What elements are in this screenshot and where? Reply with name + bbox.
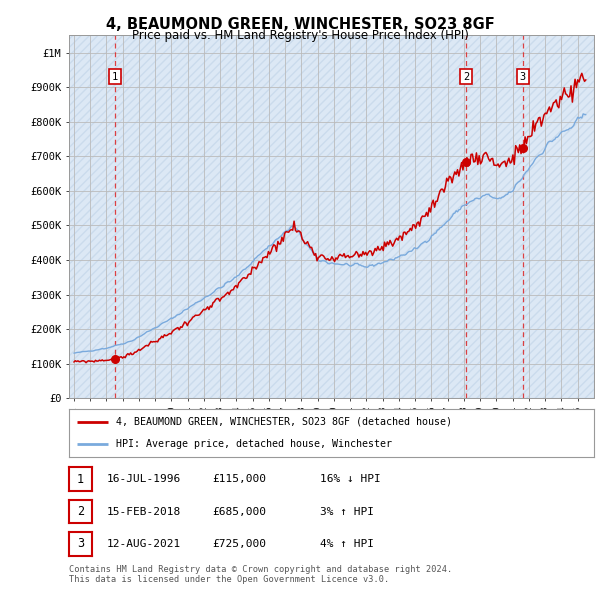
- Text: £725,000: £725,000: [212, 539, 266, 549]
- Text: Price paid vs. HM Land Registry's House Price Index (HPI): Price paid vs. HM Land Registry's House …: [131, 30, 469, 42]
- Text: 16% ↓ HPI: 16% ↓ HPI: [320, 474, 380, 484]
- Text: £685,000: £685,000: [212, 507, 266, 516]
- Text: 4, BEAUMOND GREEN, WINCHESTER, SO23 8GF (detached house): 4, BEAUMOND GREEN, WINCHESTER, SO23 8GF …: [116, 417, 452, 427]
- Text: 12-AUG-2021: 12-AUG-2021: [107, 539, 181, 549]
- Text: 3% ↑ HPI: 3% ↑ HPI: [320, 507, 374, 516]
- Text: 1: 1: [112, 72, 118, 82]
- Text: 4, BEAUMOND GREEN, WINCHESTER, SO23 8GF: 4, BEAUMOND GREEN, WINCHESTER, SO23 8GF: [106, 17, 494, 31]
- Text: HPI: Average price, detached house, Winchester: HPI: Average price, detached house, Winc…: [116, 439, 392, 449]
- Text: Contains HM Land Registry data © Crown copyright and database right 2024.
This d: Contains HM Land Registry data © Crown c…: [69, 565, 452, 584]
- Text: 4% ↑ HPI: 4% ↑ HPI: [320, 539, 374, 549]
- Text: 1: 1: [77, 473, 84, 486]
- Text: 3: 3: [77, 537, 84, 550]
- Text: 2: 2: [77, 505, 84, 518]
- Text: 3: 3: [520, 72, 526, 82]
- Text: 16-JUL-1996: 16-JUL-1996: [107, 474, 181, 484]
- Text: £115,000: £115,000: [212, 474, 266, 484]
- Text: 15-FEB-2018: 15-FEB-2018: [107, 507, 181, 516]
- Text: 2: 2: [463, 72, 469, 82]
